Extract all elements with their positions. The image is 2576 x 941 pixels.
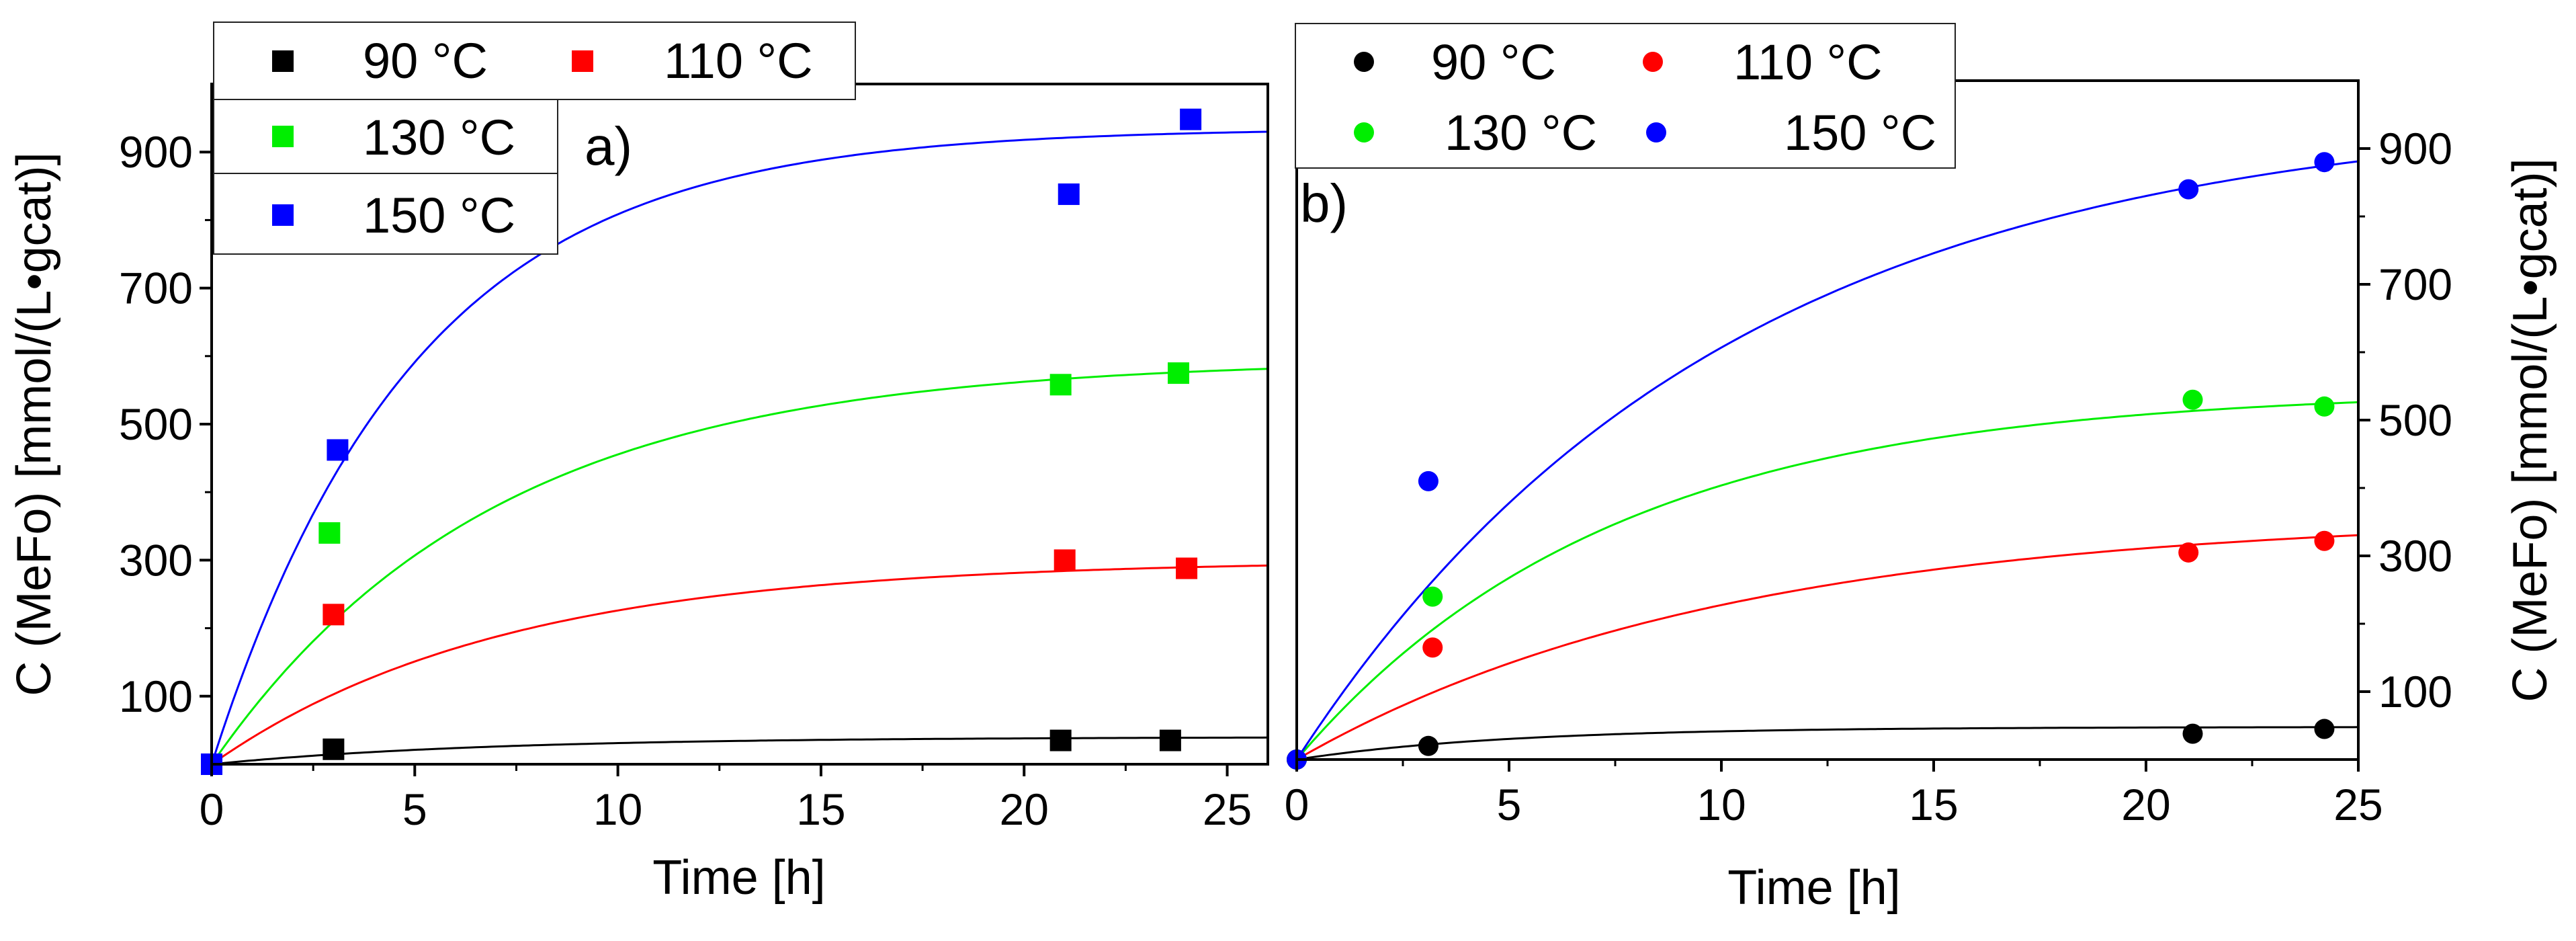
- panel-a-legend-item-90: 90 °C: [213, 22, 856, 100]
- panel-a-y-tick-label: 500: [119, 399, 193, 449]
- panel-b-x-tick-label: 0: [1285, 780, 1310, 829]
- panel-a-legend-marker-110: [572, 50, 593, 72]
- panel-a-x-tick-label: 25: [1203, 784, 1252, 834]
- panel-a-legend-item-110: 110 °C: [572, 33, 813, 89]
- panel-a-fit-curve-0: [211, 736, 1269, 766]
- panel-a-point-3: [1180, 108, 1202, 130]
- panel-a-y-axis: 100 300 500 700 900: [119, 127, 212, 721]
- panel-a-legend: 90 °C 110 °C 130 °C 150 °C: [213, 22, 856, 255]
- panel-b-y-axis: 100 300 500 700 900: [2358, 124, 2452, 717]
- panel-b-x-tick-label: 25: [2333, 780, 2382, 829]
- panel-a-point-3: [327, 439, 349, 461]
- panel-b-legend-marker-90: [1354, 52, 1374, 72]
- panel-b: 0 5 10 15 20 25 100 300 500 700 900 Time [h] C (M…: [1285, 23, 2557, 915]
- panel-b-x-axis: 0 5 10 15 20 25: [1285, 760, 2383, 829]
- panel-a-y-tick-label: 300: [119, 535, 193, 585]
- panel-b-frame: [1295, 79, 2360, 761]
- panel-b-point-1: [2314, 530, 2335, 551]
- panel-a-y-axis-title: C (MeFo) [mmol/(L•gcat)]: [7, 152, 61, 696]
- panel-b-fit-curve-0: [1296, 726, 2359, 761]
- panel-b-legend-item-90: 90 °C: [1354, 34, 1556, 90]
- panel-a-y-tick-label: 700: [119, 263, 193, 313]
- panel-a-point-1: [1176, 557, 1198, 579]
- panel-a-point-0: [323, 738, 345, 760]
- panel-a-fit-curve-2: [210, 368, 1269, 765]
- panel-b-legend-label-110: 110 °C: [1733, 34, 1883, 90]
- panel-b-legend-item-110: 110 °C: [1643, 34, 1883, 90]
- panel-b-fit-curve-1: [1296, 534, 2359, 761]
- panel-b-x-tick-label: 5: [1497, 780, 1522, 829]
- panel-a-legend-item-150: 150 °C: [213, 173, 558, 255]
- panel-a-point-2: [1167, 362, 1189, 384]
- panel-a-x-tick-label: 15: [796, 784, 845, 834]
- panel-b-point-0: [1418, 735, 1439, 756]
- panel-a-fit-curve-3: [210, 130, 1269, 765]
- panel-a-x-tick-label: 20: [1000, 784, 1049, 834]
- panel-b-legend-label-90: 90 °C: [1431, 34, 1556, 90]
- panel-a-legend-marker-130: [272, 126, 294, 147]
- panel-a-y-tick-label: 900: [119, 127, 193, 177]
- panel-a-label: a): [585, 116, 632, 176]
- panel-a-legend-label-90: 90 °C: [363, 33, 488, 89]
- panel-a-point-2: [1049, 374, 1072, 396]
- panel-a-point-0: [1159, 729, 1181, 751]
- panel-b-point-2: [2314, 396, 2335, 417]
- panel-b-y-axis-title: C (MeFo) [mmol/(L•gcat)]: [2503, 158, 2557, 702]
- panel-b-point-2: [2182, 389, 2203, 410]
- panel-a-fit-curve-1: [211, 564, 1269, 766]
- panel-a-legend-label-130: 130 °C: [363, 110, 515, 165]
- panel-a-x-tick-label: 5: [402, 784, 427, 834]
- panel-a-legend-label-150: 150 °C: [363, 188, 515, 243]
- panel-b-point-0: [2314, 719, 2335, 739]
- panel-b-legend-label-150: 150 °C: [1784, 105, 1936, 161]
- panel-a-legend-marker-90: [272, 50, 294, 72]
- panel-b-legend-label-130: 130 °C: [1445, 105, 1597, 161]
- panel-a-legend-item-130: 130 °C: [213, 99, 558, 174]
- panel-a-point-1: [323, 604, 345, 626]
- panel-b-y-tick-label: 100: [2378, 667, 2452, 717]
- panel-b-point-2: [1422, 586, 1443, 607]
- panel-a-legend-row-box: [213, 22, 856, 100]
- panel-b-y-tick-label: 300: [2378, 531, 2452, 581]
- panel-a-legend-label-110: 110 °C: [664, 33, 813, 89]
- panel-a-point-0: [1049, 729, 1072, 751]
- panel-a-point-2: [318, 522, 341, 544]
- panel-b-x-tick-label: 15: [1909, 780, 1958, 829]
- panel-a-x-axis-title: Time [h]: [652, 851, 825, 905]
- panel-b-point-3: [2178, 179, 2199, 200]
- panel-b-y-tick-label: 900: [2378, 124, 2452, 173]
- panel-b-fit-curve-2: [1295, 401, 2359, 760]
- panel-b-point-0: [2182, 723, 2203, 744]
- panel-b-fit-curve-3: [1295, 160, 2359, 760]
- panel-b-x-tick-label: 20: [2121, 780, 2170, 829]
- panel-a-x-axis: 0 5 10 15 20 25: [200, 764, 1252, 834]
- panel-b-point-3: [2314, 152, 2335, 173]
- panel-a-point-3: [1058, 183, 1080, 205]
- panel-a-point-1: [1054, 549, 1076, 571]
- panel-b-legend-marker-130: [1354, 122, 1374, 142]
- panel-a-legend-row-box: [213, 99, 558, 174]
- panel-b-legend-box: [1295, 23, 1956, 169]
- panel-b-x-tick-label: 10: [1697, 780, 1746, 829]
- panel-b-y-tick-label: 700: [2378, 259, 2452, 309]
- panel-b-x-axis-title: Time [h]: [1727, 861, 1900, 915]
- panel-a: 0 5 10 15 20 25 100 300 500 700 900 Time [h] C (M…: [7, 22, 1269, 905]
- panel-b-point-1: [2178, 542, 2199, 563]
- panel-a-legend-marker-150: [272, 204, 294, 226]
- panel-b-plot-area: [1287, 152, 2359, 770]
- panel-b-legend-marker-150: [1646, 122, 1666, 142]
- panel-b-legend-marker-110: [1643, 52, 1663, 72]
- panel-b-point-3: [1418, 470, 1439, 491]
- panel-a-legend-row-box: [213, 173, 558, 255]
- panel-b-y-tick-label: 500: [2378, 395, 2452, 445]
- panel-b-legend-item-150: 150 °C: [1646, 105, 1936, 161]
- panel-b-label: b): [1300, 173, 1348, 233]
- panel-b-point-1: [1422, 637, 1443, 658]
- panel-a-x-tick-label: 0: [200, 784, 224, 834]
- panel-b-legend: 90 °C 110 °C 130 °C 150 °C: [1295, 23, 1956, 169]
- panel-a-y-tick-label: 100: [119, 671, 193, 721]
- panel-a-x-tick-label: 10: [593, 784, 642, 834]
- panel-b-legend-item-130: 130 °C: [1354, 105, 1597, 161]
